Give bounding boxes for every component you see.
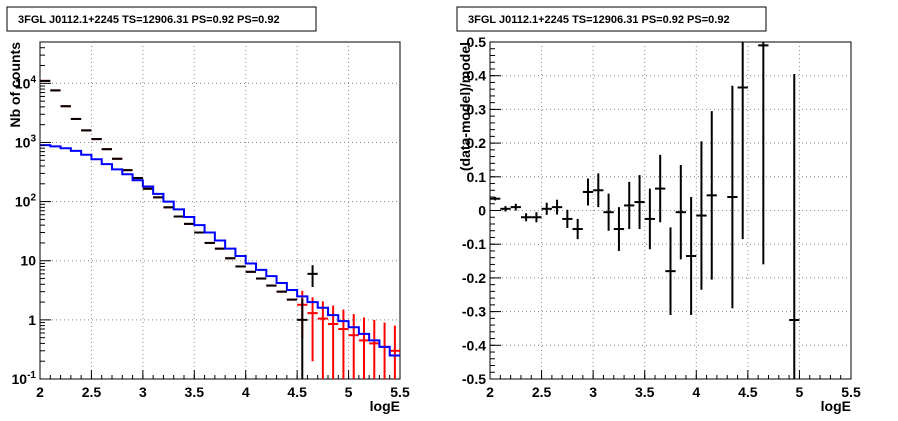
residual-y-tick-label: 0.3 bbox=[467, 101, 487, 117]
residual-x-tick-label: 4.5 bbox=[738, 384, 758, 400]
model-source-histogram bbox=[40, 144, 400, 357]
residual-y-tick-label: 0.2 bbox=[467, 135, 487, 151]
counts-x-tick-label: 4.5 bbox=[287, 384, 307, 400]
residual-y-tick-label: 0.5 bbox=[467, 34, 487, 50]
residual-y-tick-label: -0.5 bbox=[462, 371, 486, 387]
residual-title: 3FGL J0112.1+2245 TS=12906.31 PS=0.92 PS… bbox=[468, 14, 730, 26]
counts-y-tick-label: 1 bbox=[28, 312, 36, 328]
counts-x-tick-label: 4 bbox=[242, 384, 250, 400]
counts-x-axis-label: logE bbox=[370, 398, 400, 414]
residual-y-tick-label: -0.2 bbox=[462, 270, 486, 286]
residual-y-tick-label: 0.1 bbox=[467, 169, 487, 185]
residual-y-tick-label: -0.3 bbox=[462, 304, 486, 320]
residual-x-tick-label: 2 bbox=[486, 384, 494, 400]
residual-x-tick-label: 3 bbox=[589, 384, 597, 400]
residual-x-tick-label: 5 bbox=[796, 384, 804, 400]
residual-y-axis-label: (data-model)/model bbox=[457, 42, 473, 171]
residual-series bbox=[490, 42, 800, 379]
residual-x-tick-label: 4 bbox=[692, 384, 700, 400]
counts-y-tick-label: 102 bbox=[15, 193, 37, 210]
counts-frame bbox=[39, 41, 401, 380]
counts-title: 3FGL J0112.1+2245 TS=12906.31 PS=0.92 PS… bbox=[18, 14, 280, 26]
counts-y-tick-label: 10-1 bbox=[12, 370, 37, 387]
counts-title-box bbox=[6, 6, 317, 32]
residual-panel: 2 2.5 3 3.5 4 4.5 5 5.5 -0.5 -0.4 -0.3 -0.2 -0.1 0 0.1… bbox=[456, 6, 861, 414]
residual-y-tick-label: 0.4 bbox=[467, 68, 487, 84]
residual-x-tick-label: 3.5 bbox=[635, 384, 655, 400]
residual-title-box bbox=[456, 6, 767, 32]
counts-x-tick-label: 5.5 bbox=[390, 384, 410, 400]
residual-y-tick-label: 0 bbox=[478, 203, 486, 219]
counts-y-tick-label: 103 bbox=[15, 133, 37, 150]
residual-x-tick-label: 5.5 bbox=[841, 384, 861, 400]
counts-series bbox=[40, 79, 400, 379]
counts-x-tick-label: 5 bbox=[345, 384, 353, 400]
counts-x-tick-label: 2.5 bbox=[82, 384, 102, 400]
residual-y-tick-label: -0.4 bbox=[462, 337, 486, 353]
counts-x-tick-label: 2 bbox=[36, 384, 44, 400]
residual-y-tick-label: -0.1 bbox=[462, 236, 486, 252]
counts-x-tick-label: 3.5 bbox=[185, 384, 205, 400]
counts-x-tick-label: 3 bbox=[139, 384, 147, 400]
counts-y-tick-label: 10 bbox=[20, 253, 36, 269]
residual-ticks: 2 2.5 3 3.5 4 4.5 5 5.5 -0.5 -0.4 -0.3 -0.2 -0.1 0 0.1… bbox=[462, 34, 861, 400]
counts-y-axis-label: Nb of counts bbox=[7, 42, 23, 128]
residual-x-tick-label: 2.5 bbox=[532, 384, 552, 400]
residual-x-axis-label: logE bbox=[821, 398, 851, 414]
